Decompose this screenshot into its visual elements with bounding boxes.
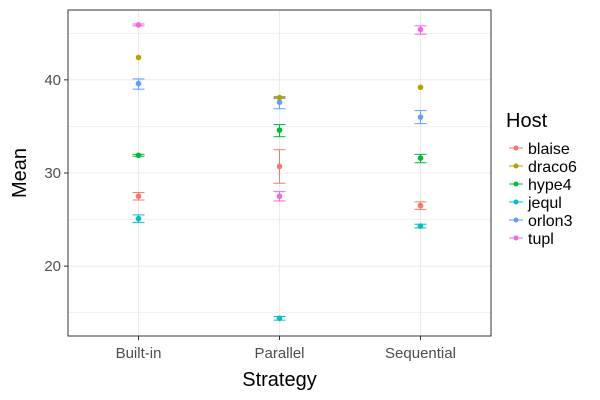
x-tick-label: Built-in: [116, 345, 162, 362]
y-tick-label: 40: [44, 72, 61, 89]
legend-key-orlon3: [509, 217, 523, 223]
data-point-tupl: [276, 193, 283, 200]
data-point-draco6: [276, 94, 283, 101]
legend-key-tupl: [509, 235, 523, 241]
data-point-tupl: [135, 22, 142, 28]
legend-title: Host: [506, 110, 548, 132]
legend-label-orlon3: orlon3: [528, 213, 573, 230]
data-point-hype4: [135, 152, 142, 159]
axis-layer: 20 30 40 Built-in Parallel Sequential: [44, 72, 456, 362]
legend-label-hype4: hype4: [528, 177, 572, 194]
y-tick-label: 20: [44, 258, 61, 275]
data-point-draco6: [417, 84, 424, 91]
data-point-draco6: [135, 54, 142, 61]
y-axis-title: Mean: [9, 148, 31, 198]
data-point-jequl: [135, 215, 142, 222]
legend-key-blaise: [509, 145, 523, 151]
data-point-blaise: [417, 202, 424, 209]
x-tick-label: Parallel: [254, 345, 304, 362]
legend-key-dot: [513, 163, 519, 169]
data-point-tupl: [417, 26, 424, 33]
data-point-blaise: [135, 193, 142, 200]
data-point-blaise: [276, 163, 283, 170]
legend-key-dot: [513, 145, 519, 151]
legend-label-blaise: blaise: [528, 141, 570, 158]
x-axis-title: Strategy: [242, 369, 316, 391]
legend-label-jequl: jequl: [527, 195, 562, 212]
legend-key-dot: [513, 217, 519, 223]
data-point-jequl: [276, 315, 283, 322]
data-point-orlon3: [417, 114, 424, 120]
data-point-jequl: [417, 223, 424, 229]
data-point-orlon3: [276, 99, 283, 106]
legend-label-draco6: draco6: [528, 159, 577, 176]
point-layer: [135, 22, 424, 322]
legend-key-jequl: [509, 199, 523, 205]
legend-key-dot: [513, 235, 519, 241]
legend-key-draco6: [509, 163, 523, 169]
data-point-hype4: [276, 127, 283, 133]
data-point-orlon3: [135, 80, 142, 87]
data-point-hype4: [417, 155, 424, 161]
legend-label-tupl: tupl: [528, 231, 554, 248]
legend-key-dot: [513, 181, 519, 187]
y-tick-label: 30: [44, 165, 61, 182]
legend-key-dot: [513, 199, 519, 205]
x-tick-label: Sequential: [385, 345, 456, 362]
legend-key-hype4: [509, 181, 523, 187]
